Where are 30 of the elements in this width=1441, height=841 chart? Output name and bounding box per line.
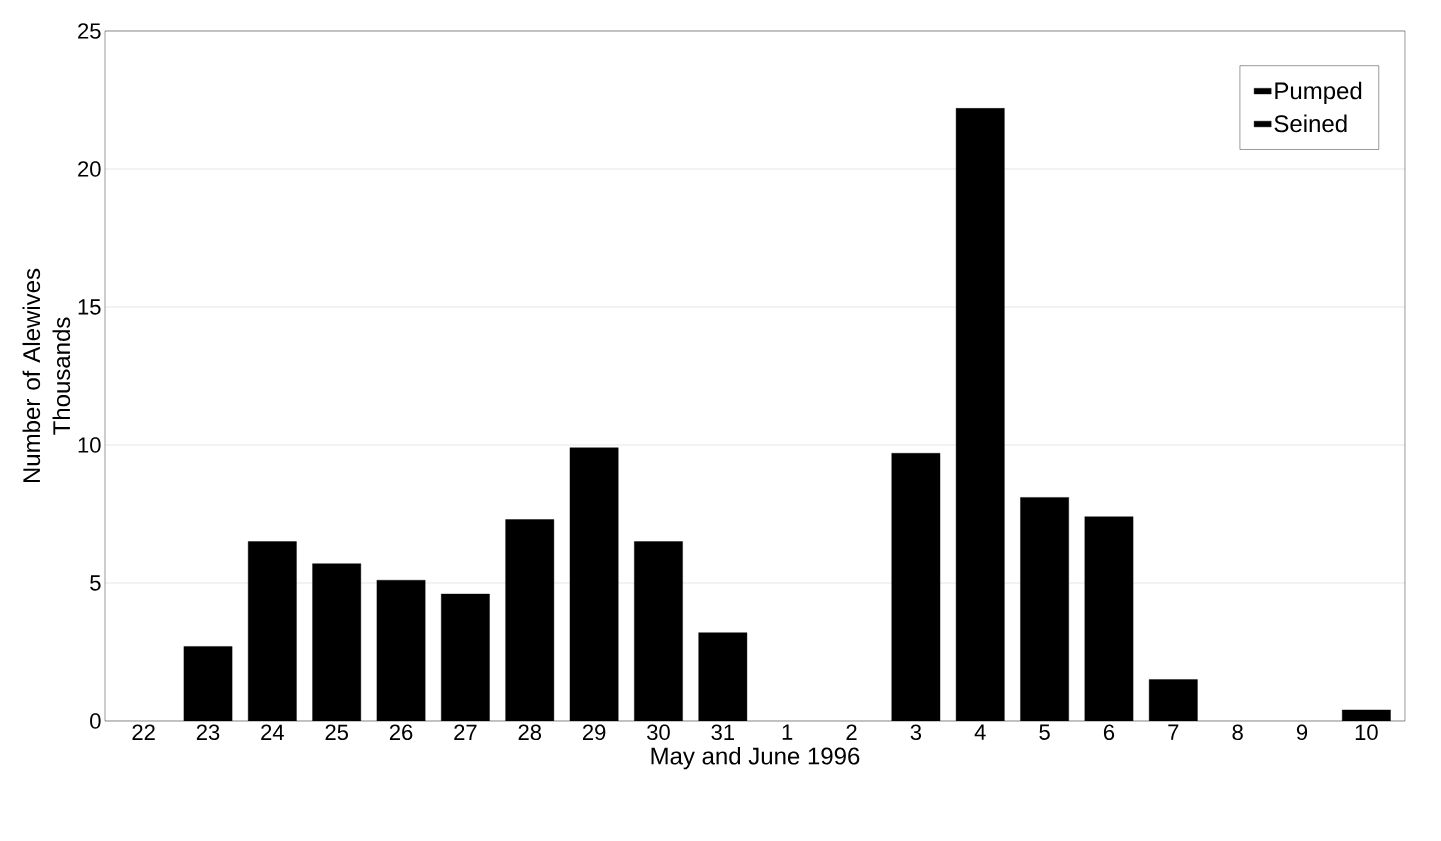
y-tick-label: 15 — [78, 299, 101, 315]
x-tick-label: 24 — [261, 724, 284, 740]
x-tick-label: 29 — [582, 724, 606, 741]
x-tick-label: 7 — [1168, 724, 1179, 740]
x-tick-label: 30 — [647, 724, 670, 741]
x-tick-label: 5 — [1039, 724, 1050, 740]
y-tick-label: 25 — [78, 23, 101, 39]
x-tick-label: 31 — [711, 724, 734, 741]
x-tick-label: 6 — [1103, 724, 1115, 741]
y-axis-title: Number of Alewives Thousands — [22, 268, 71, 483]
x-tick-label: 10 — [1355, 724, 1378, 741]
x-tick-label: 23 — [196, 724, 220, 741]
x-tick-label: 22 — [132, 724, 155, 740]
x-tick-label: 2 — [846, 724, 857, 740]
x-tick-label: 8 — [1232, 724, 1243, 741]
x-axis-title: May and June 1996 — [651, 746, 860, 770]
x-tick-label: 4 — [974, 724, 986, 740]
y-tick-label: 20 — [78, 161, 101, 177]
x-tick-label: 3 — [910, 724, 922, 741]
x-tick-label: 25 — [325, 724, 348, 741]
legend-label: Seined — [1274, 114, 1347, 133]
y-tick-label: 5 — [90, 575, 101, 591]
y-tick-label: 10 — [78, 437, 101, 453]
y-tick-label: 0 — [90, 713, 101, 729]
x-tick-label: 1 — [782, 724, 793, 740]
x-tick-label: 26 — [389, 724, 413, 741]
x-tick-label: 28 — [518, 724, 542, 741]
legend-label: Pumped — [1275, 81, 1362, 105]
x-tick-label: 9 — [1296, 724, 1308, 741]
x-tick-label: 27 — [454, 724, 477, 740]
